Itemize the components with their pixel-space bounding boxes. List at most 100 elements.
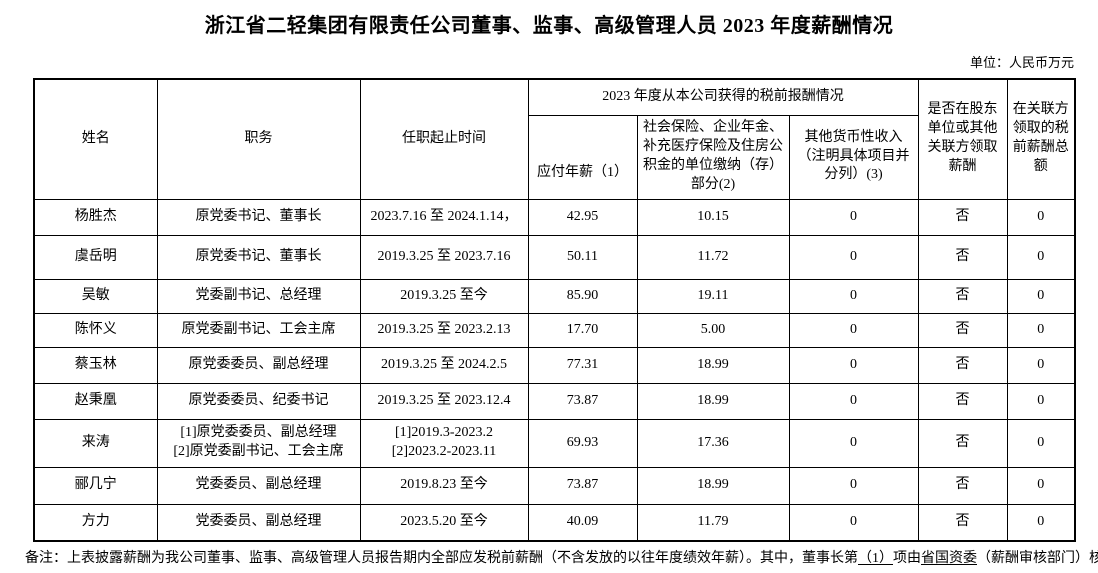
cell-other-income: 0 xyxy=(788,466,919,505)
cell-salary: 40.09 xyxy=(527,503,638,542)
unit-label: 单位：人民币万元 xyxy=(969,55,1074,70)
cell-related-total: 0 xyxy=(1006,234,1076,280)
cell-social: 10.15 xyxy=(636,198,790,236)
cell-related-total: 0 xyxy=(1006,198,1076,236)
cell-social: 11.79 xyxy=(636,503,790,542)
cell-related-party: 否 xyxy=(917,382,1008,420)
cell-related-party: 否 xyxy=(917,466,1008,505)
cell-related-party: 否 xyxy=(917,234,1008,280)
column-header-related-party: 是否在股东单位或其他关联方领取薪酬 xyxy=(917,78,1008,200)
cell-salary: 42.95 xyxy=(527,198,638,236)
table-row: 郦几宁 党委委员、副总经理 2019.8.23 至今 73.87 18.99 0… xyxy=(33,466,1076,505)
column-header-related-total: 在关联方领取的税前薪酬总额 xyxy=(1006,78,1076,200)
table-body: 杨胜杰 原党委书记、董事长 2023.7.16 至 2024.1.14， 42.… xyxy=(33,198,1076,542)
cell-social: 11.72 xyxy=(636,234,790,280)
column-header-social-insurance: 社会保险、企业年金、补充医疗保险及住房公积金的单位缴纳（存）部分(2) xyxy=(636,114,790,200)
note-text: （薪酬审核部门）核定。 xyxy=(977,551,1098,566)
cell-other-income: 0 xyxy=(788,503,919,542)
cell-name: 方力 xyxy=(33,503,158,542)
cell-position: 党委副书记、总经理 xyxy=(156,278,361,314)
cell-tenure: 2023.7.16 至 2024.1.14， xyxy=(359,198,529,236)
cell-social: 17.36 xyxy=(636,418,790,468)
table-row: 虞岳明 原党委书记、董事长 2019.3.25 至 2023.7.16 50.1… xyxy=(33,234,1076,280)
note-text: 备注：上表披露薪酬为我公司董事、监事、高级管理人员报告期内全部应发税前薪酬（不含… xyxy=(25,551,858,566)
cell-related-total: 0 xyxy=(1006,346,1076,384)
cell-tenure: 2019.3.25 至 2023.2.13 xyxy=(359,312,529,348)
cell-salary: 17.70 xyxy=(527,312,638,348)
cell-salary: 50.11 xyxy=(527,234,638,280)
cell-position: [1]原党委委员、副总经理 [2]原党委副书记、工会主席 xyxy=(156,418,361,468)
note-text: 项由 xyxy=(893,551,921,566)
cell-tenure: 2019.3.25 至 2024.2.5 xyxy=(359,346,529,384)
cell-salary: 77.31 xyxy=(527,346,638,384)
cell-tenure: 2019.3.25 至今 xyxy=(359,278,529,314)
cell-name: 赵秉凰 xyxy=(33,382,158,420)
cell-other-income: 0 xyxy=(788,278,919,314)
cell-other-income: 0 xyxy=(788,418,919,468)
table-row: 陈怀义 原党委副书记、工会主席 2019.3.25 至 2023.2.13 17… xyxy=(33,312,1076,348)
cell-tenure: 2023.5.20 至今 xyxy=(359,503,529,542)
note-underlined-item-number: （1） xyxy=(858,551,893,566)
cell-name: 虞岳明 xyxy=(33,234,158,280)
cell-social: 19.11 xyxy=(636,278,790,314)
footer-note: 备注：上表披露薪酬为我公司董事、监事、高级管理人员报告期内全部应发税前薪酬（不含… xyxy=(25,547,1098,567)
table-row: 杨胜杰 原党委书记、董事长 2023.7.16 至 2024.1.14， 42.… xyxy=(33,198,1076,236)
cell-related-total: 0 xyxy=(1006,278,1076,314)
table-row: 赵秉凰 原党委委员、纪委书记 2019.3.25 至 2023.12.4 73.… xyxy=(33,382,1076,420)
table-row: 来涛 [1]原党委委员、副总经理 [2]原党委副书记、工会主席 [1]2019.… xyxy=(33,418,1076,468)
column-header-name: 姓名 xyxy=(33,78,158,200)
cell-related-total: 0 xyxy=(1006,418,1076,468)
cell-salary: 73.87 xyxy=(527,382,638,420)
cell-other-income: 0 xyxy=(788,234,919,280)
cell-related-total: 0 xyxy=(1006,466,1076,505)
cell-related-party: 否 xyxy=(917,346,1008,384)
cell-salary: 85.90 xyxy=(527,278,638,314)
cell-name: 陈怀义 xyxy=(33,312,158,348)
column-header-other-income: 其他货币性收入（注明具体项目并分列）(3) xyxy=(788,114,919,200)
cell-social: 18.99 xyxy=(636,346,790,384)
table-header: 姓名 职务 任职起止时间 2023 年度从本公司获得的税前报酬情况 是否在股东单… xyxy=(33,78,1076,200)
cell-position: 原党委委员、副总经理 xyxy=(156,346,361,384)
cell-tenure: 2019.3.25 至 2023.7.16 xyxy=(359,234,529,280)
cell-name: 郦几宁 xyxy=(33,466,158,505)
cell-other-income: 0 xyxy=(788,382,919,420)
cell-name: 吴敏 xyxy=(33,278,158,314)
cell-position: 党委委员、副总经理 xyxy=(156,466,361,505)
cell-position: 原党委书记、董事长 xyxy=(156,198,361,236)
cell-position: 原党委书记、董事长 xyxy=(156,234,361,280)
salary-table: 姓名 职务 任职起止时间 2023 年度从本公司获得的税前报酬情况 是否在股东单… xyxy=(33,78,1077,542)
cell-tenure: 2019.8.23 至今 xyxy=(359,466,529,505)
page-title: 浙江省二轻集团有限责任公司董事、监事、高级管理人员 2023 年度薪酬情况 xyxy=(204,15,894,37)
column-group-pretax: 2023 年度从本公司获得的税前报酬情况 xyxy=(527,78,919,116)
cell-social: 18.99 xyxy=(636,382,790,420)
cell-related-total: 0 xyxy=(1006,382,1076,420)
cell-social: 18.99 xyxy=(636,466,790,505)
table-row: 蔡玉林 原党委委员、副总经理 2019.3.25 至 2024.2.5 77.3… xyxy=(33,346,1076,384)
cell-related-party: 否 xyxy=(917,278,1008,314)
column-header-salary: 应付年薪（1） xyxy=(527,114,638,200)
cell-related-party: 否 xyxy=(917,503,1008,542)
cell-other-income: 0 xyxy=(788,312,919,348)
cell-tenure: [1]2019.3-2023.2 [2]2023.2-2023.11 xyxy=(359,418,529,468)
cell-salary: 73.87 xyxy=(527,466,638,505)
column-header-tenure: 任职起止时间 xyxy=(359,78,529,200)
cell-name: 蔡玉林 xyxy=(33,346,158,384)
cell-position: 原党委委员、纪委书记 xyxy=(156,382,361,420)
table-row: 吴敏 党委副书记、总经理 2019.3.25 至今 85.90 19.11 0 … xyxy=(33,278,1076,314)
cell-related-party: 否 xyxy=(917,418,1008,468)
cell-related-total: 0 xyxy=(1006,503,1076,542)
cell-social: 5.00 xyxy=(636,312,790,348)
column-header-position: 职务 xyxy=(156,78,361,200)
cell-position: 原党委副书记、工会主席 xyxy=(156,312,361,348)
cell-tenure: 2019.3.25 至 2023.12.4 xyxy=(359,382,529,420)
cell-other-income: 0 xyxy=(788,198,919,236)
note-underlined-authority: 省国资委 xyxy=(921,551,977,566)
cell-related-party: 否 xyxy=(917,198,1008,236)
cell-related-total: 0 xyxy=(1006,312,1076,348)
cell-name: 来涛 xyxy=(33,418,158,468)
table-row: 方力 党委委员、副总经理 2023.5.20 至今 40.09 11.79 0 … xyxy=(33,503,1076,542)
cell-salary: 69.93 xyxy=(527,418,638,468)
cell-name: 杨胜杰 xyxy=(33,198,158,236)
cell-related-party: 否 xyxy=(917,312,1008,348)
